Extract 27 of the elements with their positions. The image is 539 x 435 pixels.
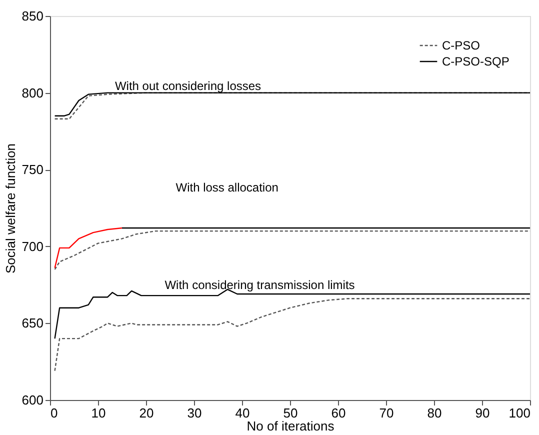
line-series bbox=[54, 298, 530, 372]
x-tick-label: 50 bbox=[283, 406, 298, 420]
x-tick-label: 60 bbox=[331, 406, 346, 420]
y-tick-label: 700 bbox=[22, 238, 44, 254]
annotation: With loss allocation bbox=[176, 180, 278, 195]
x-tick-label: 90 bbox=[475, 406, 490, 420]
y-tick-label: 800 bbox=[22, 85, 44, 100]
x-tick-label: 20 bbox=[139, 406, 154, 420]
annotation: With out considering losses bbox=[114, 79, 262, 94]
x-tick-label: 30 bbox=[187, 406, 202, 420]
line-series bbox=[54, 227, 123, 269]
y-axis-title: Social welfare function bbox=[2, 143, 18, 274]
y-tick-label: 650 bbox=[22, 316, 44, 331]
x-tick-label: 40 bbox=[235, 406, 250, 420]
x-tick-label: 80 bbox=[427, 406, 442, 420]
y-tick-label: 750 bbox=[22, 162, 44, 178]
x-tick-label: 0 bbox=[50, 406, 58, 420]
x-tick-label: 70 bbox=[379, 406, 394, 420]
x-axis-title: No of iterations bbox=[246, 418, 335, 434]
legend-label: C-PSO-SQP bbox=[442, 54, 510, 68]
x-tick-label: 10 bbox=[91, 406, 106, 420]
y-tick-label: 600 bbox=[22, 392, 44, 408]
line-series bbox=[54, 230, 530, 270]
y-tick-label: 850 bbox=[22, 8, 44, 24]
annotation: With considering transmission limits bbox=[164, 278, 355, 292]
x-tick-label: 100 bbox=[508, 406, 530, 420]
legend-label: C-PSO bbox=[442, 38, 480, 52]
